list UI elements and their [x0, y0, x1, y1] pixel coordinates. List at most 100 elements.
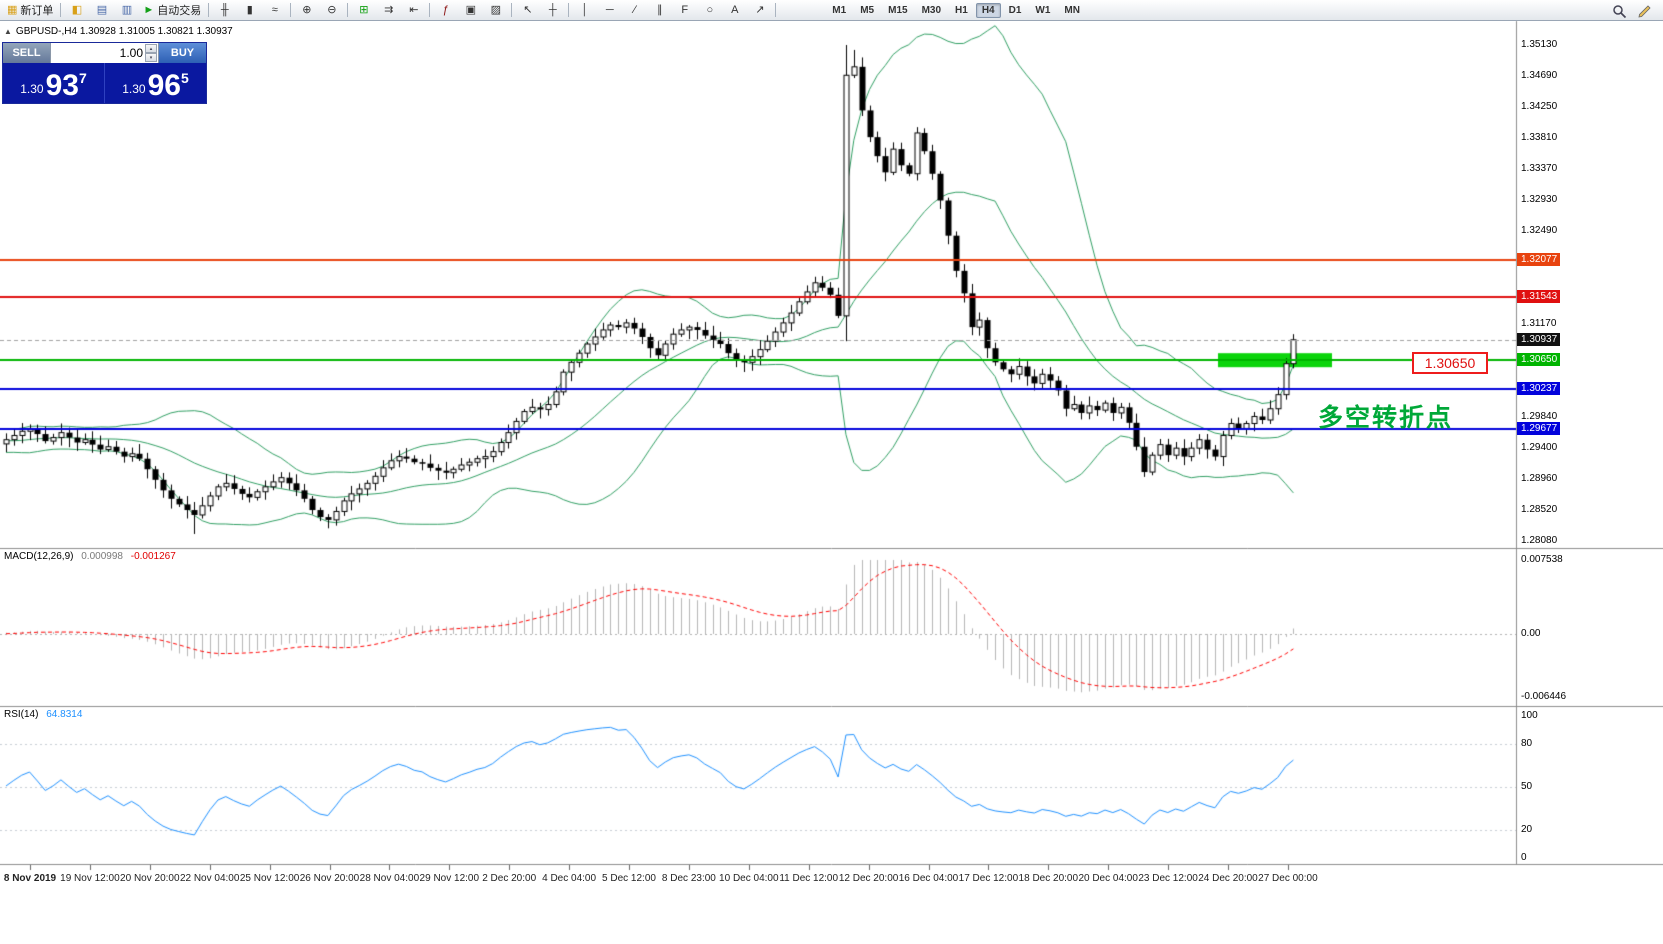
symbol-info: ▲ GBPUSD-,H4 1.30928 1.31005 1.30821 1.3…: [4, 26, 233, 37]
toolbar-separator: [290, 3, 292, 17]
horizontal-line-button[interactable]: ─: [598, 1, 621, 20]
profiles-icon: ▤: [96, 3, 108, 16]
sell-button[interactable]: SELL: [3, 43, 50, 63]
data-window-icon: ▥: [121, 3, 133, 16]
timeframe-h4-button[interactable]: H4: [975, 2, 1001, 18]
periods-icon: ▣: [465, 3, 476, 16]
volume-down-button[interactable]: ▾: [145, 53, 157, 62]
one-click-trading-panel: SELL 1.00 ▴ ▾ BUY 1.30 93 7 1.30 96 5: [2, 42, 207, 104]
volume-up-button[interactable]: ▴: [145, 44, 157, 53]
fibonacci-icon: F: [681, 3, 689, 16]
new-order-button-label: 新订单: [20, 5, 54, 17]
trendline-button[interactable]: ∕: [623, 1, 646, 20]
sell-price[interactable]: 1.30 93 7: [3, 63, 104, 103]
trade-panel-top-row: SELL 1.00 ▴ ▾ BUY: [3, 43, 206, 63]
zoom-out-button[interactable]: ⊖: [320, 1, 343, 20]
buy-price-prefix: 1.30: [122, 82, 146, 96]
buy-price-big: 96: [147, 69, 181, 102]
zoom-in-button[interactable]: ⊕: [295, 1, 318, 20]
volume-input[interactable]: 1.00: [119, 46, 143, 60]
macd-main-value: 0.000998: [81, 551, 123, 562]
toolbar-separator: [511, 3, 513, 17]
volume-spinner: ▴ ▾: [145, 44, 157, 62]
shapes-icon: ○: [706, 3, 714, 16]
horizontal-line-icon: ─: [605, 3, 614, 16]
chart-shift-icon: ⇤: [409, 3, 419, 16]
cursor-button[interactable]: ↖: [516, 1, 539, 20]
new-order-button[interactable]: ▦ 新订单: [4, 1, 56, 20]
sell-price-sup: 7: [78, 70, 87, 86]
toolbar-right-group: [1607, 2, 1657, 21]
sell-price-prefix: 1.30: [20, 82, 44, 96]
macd-signal-value: -0.001267: [130, 551, 176, 562]
shapes-button[interactable]: ○: [698, 1, 721, 20]
channel-button[interactable]: ∥: [648, 1, 671, 20]
toolbar-separator: [208, 3, 210, 17]
arrow-tool-icon: ↗: [755, 3, 765, 16]
chart-shift-button[interactable]: ⇤: [402, 1, 425, 20]
timeframe-w1-button[interactable]: W1: [1035, 4, 1051, 16]
tile-windows-button[interactable]: ⊞: [352, 1, 375, 20]
candlestick-type-icon: ▮: [246, 3, 253, 16]
buy-button[interactable]: BUY: [159, 43, 206, 63]
symbol-ohlc-text: GBPUSD-,H4 1.30928 1.31005 1.30821 1.309…: [15, 26, 233, 37]
channel-icon: ∥: [657, 3, 663, 16]
timeframe-m1-button[interactable]: M1: [832, 4, 847, 16]
zoom-in-icon: ⊕: [302, 3, 312, 16]
volume-box: 1.00 ▴ ▾: [50, 43, 159, 63]
line-chart-type-button[interactable]: ≈: [263, 1, 286, 20]
rsi-value: 64.8314: [46, 709, 83, 720]
toolbar-separator: [60, 3, 62, 17]
candlestick-type-button[interactable]: ▮: [238, 1, 261, 20]
timeframe-mn-button[interactable]: MN: [1064, 4, 1080, 16]
bar-chart-type-button[interactable]: ╫: [213, 1, 236, 20]
timeframe-h1-button[interactable]: H1: [955, 4, 968, 16]
text-button[interactable]: A: [723, 1, 746, 20]
chart-window-icon: ◧: [71, 3, 83, 16]
timeframe-m15-button[interactable]: M15: [888, 4, 908, 16]
tile-windows-icon: ⊞: [359, 3, 369, 16]
macd-name: MACD(12,26,9): [4, 551, 74, 562]
arrow-tool-button[interactable]: ↗: [748, 1, 771, 20]
timeframe-d1-button[interactable]: D1: [1008, 4, 1022, 16]
new-order-icon: ▦: [7, 3, 18, 16]
data-window-button[interactable]: ▥: [115, 1, 138, 20]
cursor-icon: ↖: [523, 3, 533, 16]
toolbar-separator: [429, 3, 431, 17]
buy-price-sup: 5: [180, 70, 189, 86]
indicators-button[interactable]: ƒ: [434, 1, 457, 20]
search-icon: [1613, 5, 1627, 19]
zoom-out-icon: ⊖: [327, 3, 337, 16]
line-chart-type-icon: ≈: [271, 3, 278, 16]
auto-scroll-button[interactable]: ⇉: [377, 1, 400, 20]
fibonacci-button[interactable]: F: [673, 1, 696, 20]
templates-button[interactable]: ▨: [484, 1, 507, 20]
price-level-callout[interactable]: 1.30650: [1412, 352, 1488, 374]
text-icon: A: [731, 3, 739, 16]
auto-trading-icon: ►: [143, 3, 155, 16]
crosshair-button[interactable]: ┼: [541, 1, 564, 20]
rsi-label: RSI(14) 64.8314: [4, 709, 82, 720]
trendline-icon: ∕: [633, 3, 636, 16]
chart-window-button[interactable]: ◧: [65, 1, 88, 20]
search-button[interactable]: [1608, 2, 1631, 21]
toolbar: ▦ 新订单 ◧ ▤ ▥ ► 自动交易 ╫ ▮ ≈ ⊕ ⊖ ⊞ ⇉ ⇤ ƒ ▣ ▨ ↖ ┼ │ ─ ∕ ∥ F ○ A ↗ M1 M5 M15…: [0, 0, 1663, 21]
auto-trading-button[interactable]: ► 自动交易: [140, 1, 204, 20]
profiles-button[interactable]: ▤: [90, 1, 113, 20]
turning-point-note: 多空转折点: [1318, 404, 1454, 432]
timeframe-m30-button[interactable]: M30: [921, 4, 942, 16]
toolbar-separator: [347, 3, 349, 17]
auto-trading-button-label: 自动交易: [157, 5, 202, 17]
timeframe-m5-button[interactable]: M5: [860, 4, 875, 16]
macd-label: MACD(12,26,9) 0.000998 -0.001267: [4, 551, 176, 562]
auto-scroll-icon: ⇉: [384, 3, 394, 16]
edit-button[interactable]: [1633, 2, 1656, 21]
vertical-line-button[interactable]: │: [573, 1, 596, 20]
sell-price-big: 93: [45, 69, 79, 102]
buy-price[interactable]: 1.30 96 5: [104, 63, 206, 103]
collapse-panel-arrow-icon[interactable]: ▲: [4, 27, 12, 36]
periods-button[interactable]: ▣: [459, 1, 482, 20]
pencil-icon: [1638, 5, 1651, 18]
